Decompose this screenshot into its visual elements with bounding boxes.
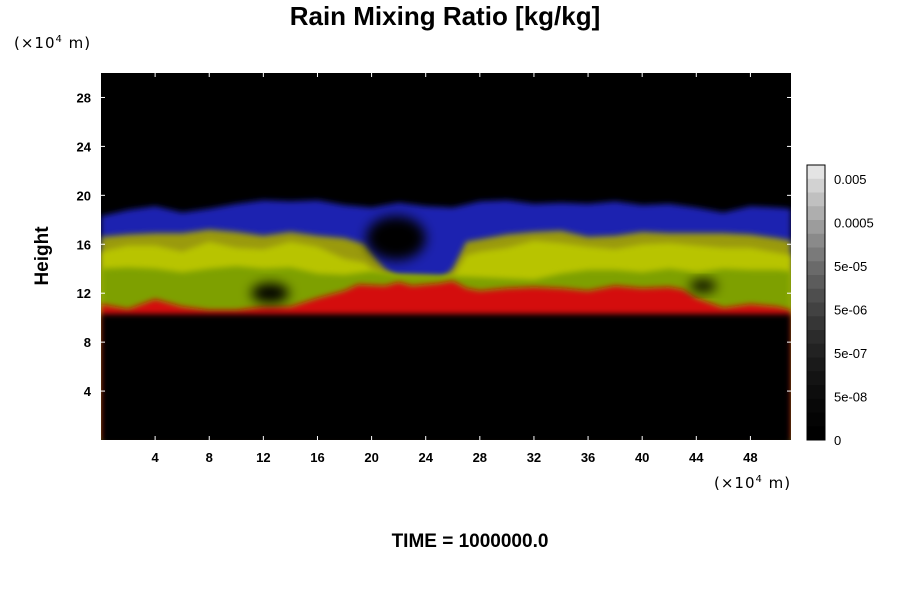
x-unit-prefix: (×10: [714, 474, 756, 492]
gap-0: [251, 283, 290, 303]
x-tick-label: 32: [527, 450, 541, 465]
colorbar: 0.005 0.0005 5e-05 5e-06 5e-07 5e-08 0: [806, 164, 874, 448]
colorbar-swatch: [807, 426, 825, 441]
colorbar-swatch: [807, 192, 825, 207]
y-tick-label: 12: [77, 286, 91, 301]
colorbar-label: 0.005: [834, 172, 867, 187]
x-tick-label: 40: [635, 450, 649, 465]
colorbar-swatch: [807, 357, 825, 372]
y-axis-unit: (×104 m): [14, 34, 91, 52]
colorbar-swatch: [807, 165, 825, 180]
colorbar-swatch: [807, 288, 825, 303]
colorbar-label: 0: [834, 433, 841, 448]
colorbar-swatch: [807, 330, 825, 345]
x-axis-ticks: 4 8 12 16 20 24 28 32 36 40 44 48: [152, 73, 758, 465]
x-axis-unit: (×104 m): [714, 474, 791, 492]
y-tick-label: 28: [77, 90, 91, 105]
y-axis-ticks: 4 8 12 16 20 24 28: [77, 90, 791, 399]
colorbar-label: 5e-08: [834, 390, 867, 405]
y-tick-label: 20: [77, 188, 91, 203]
colorbar-label: 0.0005: [834, 216, 874, 231]
x-tick-label: 48: [743, 450, 757, 465]
gap-2: [689, 279, 717, 292]
colorbar-label: 5e-06: [834, 303, 867, 318]
y-tick-label: 16: [77, 237, 91, 252]
colorbar-swatch: [807, 371, 825, 386]
y-tick-label: 8: [84, 335, 91, 350]
colorbar-swatch: [807, 220, 825, 235]
x-unit-suffix: m): [762, 474, 792, 492]
y-tick-label: 24: [77, 139, 92, 154]
colorbar-swatch: [807, 316, 825, 331]
colorbar-swatch: [807, 412, 825, 427]
colorbar-swatch: [807, 398, 825, 413]
colorbar-swatch: [807, 233, 825, 248]
colorbar-swatch: [807, 302, 825, 317]
colorbar-swatch: [807, 343, 825, 358]
x-tick-label: 36: [581, 450, 595, 465]
x-tick-label: 8: [206, 450, 213, 465]
colorbar-label: 5e-05: [834, 259, 867, 274]
x-tick-label: 20: [364, 450, 378, 465]
colorbar-swatch: [807, 206, 825, 221]
gap-1: [366, 216, 426, 261]
chart-title: Rain Mixing Ratio [kg/kg]: [289, 1, 601, 31]
colorbar-swatch: [807, 275, 825, 290]
time-label: TIME = 1000000.0: [391, 531, 549, 552]
colorbar-label: 5e-07: [834, 346, 867, 361]
x-tick-label: 28: [473, 450, 487, 465]
x-tick-label: 24: [418, 450, 433, 465]
x-tick-label: 12: [256, 450, 270, 465]
colorbar-swatch: [807, 261, 825, 276]
x-unit-exponent: 4: [755, 474, 763, 485]
x-tick-label: 44: [689, 450, 704, 465]
y-unit-prefix: (×10: [14, 34, 56, 52]
colorbar-swatch: [807, 247, 825, 262]
x-tick-label: 4: [152, 450, 160, 465]
y-unit-exponent: 4: [55, 34, 63, 45]
data-layers: [101, 200, 791, 440]
y-unit-suffix: m): [62, 34, 92, 52]
colorbar-swatch: [807, 385, 825, 400]
colorbar-frame: [806, 164, 826, 441]
colorbar-swatch: [807, 178, 825, 193]
background-fill: [101, 313, 791, 440]
y-tick-label: 4: [84, 384, 92, 399]
x-tick-label: 16: [310, 450, 324, 465]
